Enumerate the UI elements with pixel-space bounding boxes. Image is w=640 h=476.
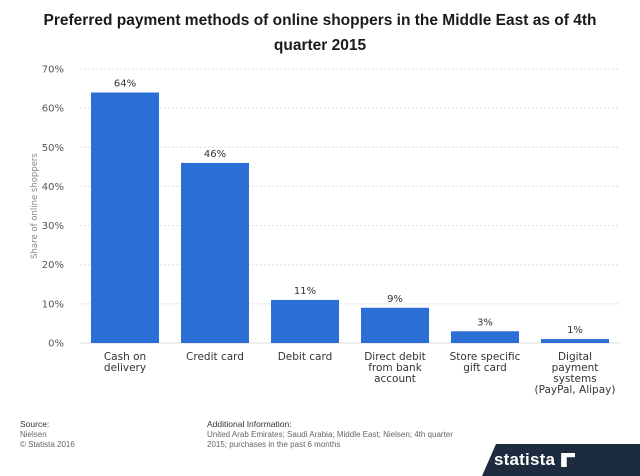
bar (181, 162, 249, 343)
category-label: Direct debit (364, 351, 426, 363)
category-label: Cash on (104, 351, 146, 363)
statista-logo-icon (561, 453, 576, 467)
additional-info-line: United Arab Emirates; Saudi Arabia; Midd… (207, 429, 453, 439)
data-label: 3% (477, 317, 493, 328)
category-label: (PayPal, Alipay) (535, 384, 616, 396)
y-tick-label: 30% (42, 221, 64, 232)
additional-info-block: Additional Information: United Arab Emir… (207, 419, 457, 451)
y-tick-label: 10% (42, 299, 64, 310)
category-label: account (374, 373, 416, 385)
y-tick-label: 70% (42, 65, 64, 76)
category-label: Digital (558, 351, 592, 363)
category-label: Credit card (186, 351, 244, 363)
additional-info-line: 2015; purchases in the past 6 months (207, 440, 341, 449)
data-label: 64% (114, 78, 136, 89)
source-block: Source: Nielsen © Statista 2016 (20, 419, 75, 451)
copyright-line: © Statista 2016 (20, 440, 75, 449)
data-label: 9% (387, 294, 403, 305)
statista-logo[interactable]: statista (482, 444, 640, 476)
additional-info-heading: Additional Information: (207, 419, 292, 429)
category-label: delivery (104, 362, 146, 374)
category-label: from bank (368, 362, 423, 374)
bar (361, 307, 429, 343)
y-tick-label: 60% (42, 104, 64, 115)
source-line: Nielsen (20, 429, 47, 439)
y-tick-label: 20% (42, 260, 64, 271)
y-axis-title: Share of online shoppers (30, 153, 40, 259)
chart-title: Preferred payment methods of online shop… (43, 12, 597, 54)
category-label: payment (552, 362, 599, 374)
category-label: systems (553, 373, 596, 385)
category-label: Store specific (450, 351, 521, 363)
bar (271, 299, 339, 343)
bar (91, 92, 159, 343)
category-label: Debit card (278, 351, 333, 363)
bar (541, 339, 609, 343)
bar (451, 331, 519, 343)
y-tick-label: 40% (42, 182, 64, 193)
data-label: 11% (294, 286, 316, 297)
data-label: 46% (204, 149, 226, 160)
y-tick-label: 0% (48, 339, 64, 350)
brand-name: statista (494, 450, 556, 469)
source-heading: Source: (20, 419, 50, 429)
data-label: 1% (567, 325, 583, 336)
y-tick-label: 50% (42, 143, 64, 154)
category-label: gift card (463, 362, 507, 374)
